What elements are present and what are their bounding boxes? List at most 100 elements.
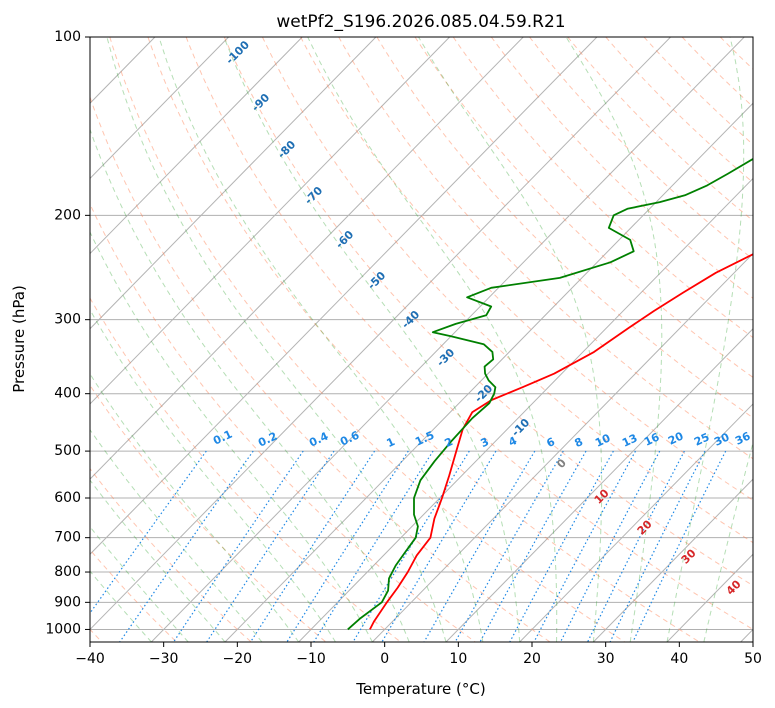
dry-adiabat-line — [452, 37, 753, 339]
dry-adiabat-line — [109, 37, 625, 642]
moist-adiabat-line — [90, 230, 373, 642]
isotherm-line — [90, 37, 671, 631]
moist-adiabats — [90, 37, 753, 642]
isotherm-line — [593, 478, 753, 642]
x-tick-label: 30 — [597, 651, 615, 667]
mixing-ratio-line — [509, 450, 614, 642]
x-axis-label: Temperature (°C) — [355, 680, 485, 698]
isotherm-line — [90, 37, 524, 480]
y-axis-ticks: 100 200 300 400 500 600 700 800 900 1000 — [45, 29, 90, 637]
dry-adiabat-label: 0 — [554, 456, 569, 471]
x-tick-label: −20 — [223, 651, 253, 667]
dry-adiabat-label: -40 — [399, 308, 422, 331]
mixing-ratio-line — [119, 450, 254, 642]
profile-series — [347, 157, 753, 631]
dry-adiabat-label: -100 — [223, 38, 252, 67]
mixing-ratio-label: 16 — [642, 430, 662, 448]
mixing-ratio-label: 10 — [593, 431, 613, 449]
moist-adiabat-line — [90, 428, 263, 642]
isotherm-line — [90, 37, 598, 555]
dry-adiabat-line — [261, 37, 753, 544]
mixing-ratio-line — [206, 450, 335, 642]
plot-frame — [89, 36, 754, 643]
mixing-ratio-label: 1 — [385, 435, 397, 450]
y-axis-label: Pressure (hPa) — [10, 285, 28, 393]
mixing-ratio-line — [381, 450, 497, 642]
mixing-ratio-label: 1.5 — [413, 429, 436, 449]
dry-adiabat-line — [185, 37, 753, 631]
mixing-ratio-line — [632, 450, 727, 642]
moist-adiabat-line — [90, 128, 410, 642]
dry-adiabat-label: -20 — [472, 382, 495, 405]
mixing-ratio-line — [479, 450, 587, 642]
mixing-ratio-line — [173, 450, 304, 642]
isotherm-grid — [0, 37, 753, 642]
dry-adiabat-label: 10 — [592, 486, 612, 506]
mixing-ratio-line — [559, 450, 661, 642]
dewpoint-line — [347, 157, 753, 631]
dry-adiabat-line — [758, 37, 775, 642]
isotherm-line — [372, 252, 753, 642]
x-tick-label: 50 — [744, 651, 762, 667]
dry-adiabat-line — [490, 37, 753, 299]
mixing-ratio-line — [423, 450, 536, 642]
isotherm-line — [519, 403, 753, 642]
dry-adiabat-line — [147, 37, 700, 642]
moist-adiabat-line — [223, 37, 521, 642]
isotherm-line — [90, 37, 229, 180]
y-tick-label: 700 — [54, 530, 81, 546]
mixing-ratio-label: 8 — [573, 435, 585, 450]
mixing-ratio-line — [286, 450, 409, 642]
mixing-ratio-line — [352, 450, 470, 642]
x-axis-ticks: −40 −30 −20 −10 0 10 20 30 40 50 — [75, 642, 762, 667]
mixing-ratio-lines — [90, 450, 727, 642]
isotherm-line — [151, 37, 745, 642]
dry-adiabat-label: 20 — [635, 517, 655, 537]
dry-adiabat-line — [90, 297, 401, 642]
isotherm-line — [90, 37, 450, 405]
mixing-ratio-line — [313, 450, 434, 642]
moist-adiabat-line — [90, 570, 152, 642]
dry-adiabat-line — [90, 384, 327, 642]
dry-adiabat-line — [90, 95, 551, 642]
moist-adiabat-line — [565, 37, 663, 642]
dry-adiabat-label: -70 — [302, 184, 325, 207]
dry-adiabat-line — [643, 37, 753, 146]
moist-adiabat-line — [158, 37, 484, 642]
mixing-ratio-label: 0.2 — [256, 430, 279, 450]
isotherm-line — [90, 37, 377, 330]
moist-adiabat-line — [307, 37, 558, 642]
moist-adiabat-line — [90, 372, 300, 642]
isotherm-line — [0, 37, 8, 642]
y-tick-label: 500 — [54, 443, 81, 459]
isobar-grid — [90, 37, 753, 630]
isotherm-line — [90, 37, 303, 255]
x-tick-label: 40 — [670, 651, 688, 667]
moist-adiabat-line — [703, 440, 753, 642]
x-tick-label: −40 — [75, 651, 105, 667]
isotherm-line — [224, 102, 753, 642]
dry-adiabat-label: -50 — [365, 269, 388, 292]
dry-adiabat-label: -90 — [249, 91, 272, 114]
moist-adiabat-line — [418, 37, 603, 642]
mixing-ratio-label: 6 — [545, 435, 558, 450]
y-tick-label: 600 — [54, 490, 81, 506]
moist-adiabat-line — [106, 37, 447, 642]
y-tick-label: 1000 — [45, 621, 81, 637]
dry-adiabat-line — [223, 37, 753, 587]
x-tick-label: −10 — [296, 651, 326, 667]
mixing-ratio-label: 20 — [666, 429, 686, 447]
mixing-ratio-label: 30 — [712, 430, 732, 448]
y-tick-label: 300 — [54, 312, 81, 328]
y-tick-label: 900 — [54, 594, 81, 610]
dry-adiabats — [90, 37, 775, 642]
y-tick-label: 100 — [54, 29, 81, 45]
dry-adiabat-line — [605, 37, 753, 184]
isotherm-line — [445, 328, 753, 642]
y-tick-label: 800 — [54, 564, 81, 580]
y-tick-label: 400 — [54, 386, 81, 402]
dry-adiabat-line — [338, 37, 753, 460]
isotherm-line — [740, 628, 753, 642]
mixing-ratio-label: 13 — [620, 431, 639, 449]
